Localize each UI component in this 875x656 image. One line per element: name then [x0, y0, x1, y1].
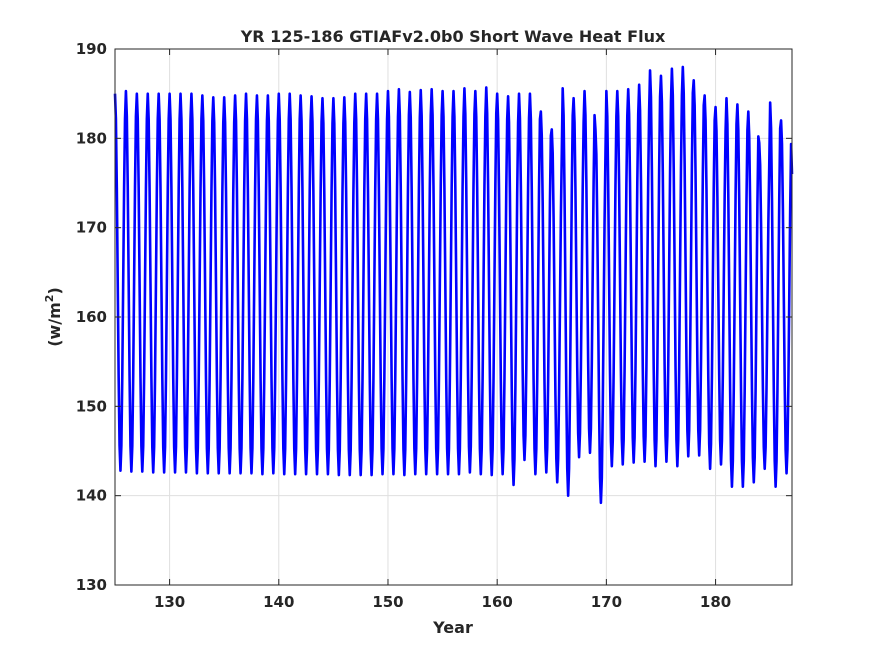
y-tick-label: 180 — [76, 129, 107, 147]
tick-layer: 130 140 150 160 170 180 130 140 150 160 170 180 190 — [76, 40, 792, 611]
y-tick-label: 190 — [76, 40, 107, 58]
series-layer — [113, 65, 794, 505]
x-tick-label: 170 — [591, 593, 622, 611]
chart-title: YR 125-186 GTIAFv2.0b0 Short Wave Heat F… — [240, 27, 666, 46]
y-axis-label-main: (w/m — [45, 302, 64, 347]
x-tick-label: 160 — [482, 593, 513, 611]
x-tick-label: 130 — [154, 593, 185, 611]
y-tick-label: 140 — [76, 487, 107, 505]
x-tick-label: 180 — [700, 593, 731, 611]
x-axis-label: Year — [432, 618, 473, 637]
x-tick-label: 150 — [372, 593, 403, 611]
y-tick-label: 130 — [76, 576, 107, 594]
x-tick-label: 140 — [263, 593, 294, 611]
y-tick-label: 150 — [76, 397, 107, 415]
y-axis-label: (w/m2) — [43, 287, 64, 347]
heat-flux-series-line — [113, 65, 794, 505]
y-axis-label-close: ) — [45, 287, 64, 294]
y-tick-label: 170 — [76, 219, 107, 237]
y-tick-label: 160 — [76, 308, 107, 326]
y-axis-label-superscript: 2 — [43, 295, 56, 303]
